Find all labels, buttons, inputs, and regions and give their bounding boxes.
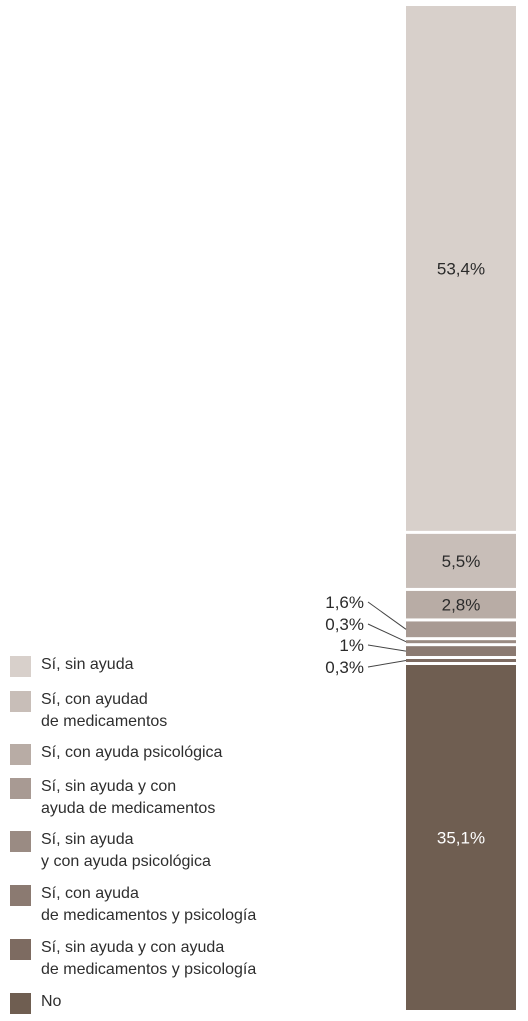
segment-value-label: 53,4% — [437, 259, 485, 278]
bar-segment-7 — [406, 665, 516, 1010]
bar-segment-3 — [406, 621, 516, 638]
segment-value-label: 5,5% — [442, 552, 481, 571]
bar-segment-1 — [406, 533, 516, 588]
callout-value-label: 0,3% — [325, 658, 364, 677]
bar-segment-0 — [406, 6, 516, 531]
callout-leader-line — [367, 644, 407, 652]
callout-value-label: 0,3% — [325, 615, 364, 634]
legend-label: No — [41, 993, 62, 1010]
bar-segment-4 — [406, 640, 516, 644]
legend-swatch — [10, 691, 31, 712]
legend-label: Sí, con ayuda de medicamentos y psicolog… — [41, 885, 257, 924]
callout-value-label: 1,6% — [325, 593, 364, 612]
legend-swatch — [10, 831, 31, 852]
segment-value-label: 2,8% — [442, 596, 481, 615]
legend-label: Sí, sin ayuda — [41, 656, 134, 673]
callout-leader-line — [367, 660, 407, 668]
legend-label: Sí, sin ayuda y con ayuda de medicamento… — [41, 939, 257, 978]
callout-value-label: 1% — [339, 636, 364, 655]
bar-segment-2 — [406, 590, 516, 619]
legend-swatch — [10, 744, 31, 765]
legend-swatch — [10, 778, 31, 799]
legend-label: Sí, sin ayuda y con ayuda de medicamento… — [41, 778, 216, 817]
legend-label: Sí, sin ayuda y con ayuda psicológica — [41, 831, 211, 870]
legend-swatch — [10, 885, 31, 906]
callout-leader-line — [367, 601, 407, 630]
legend-label: Sí, con ayuda psicológica — [41, 744, 223, 761]
callout-leader-line — [367, 623, 407, 643]
segment-value-label: 35,1% — [437, 829, 485, 848]
bar-segment-5 — [406, 646, 516, 657]
legend-swatch — [10, 939, 31, 960]
bar-segment-6 — [406, 659, 516, 663]
legend-swatch — [10, 993, 31, 1014]
legend-swatch — [10, 656, 31, 677]
legend-label: Sí, con ayudad de medicamentos — [41, 691, 168, 730]
